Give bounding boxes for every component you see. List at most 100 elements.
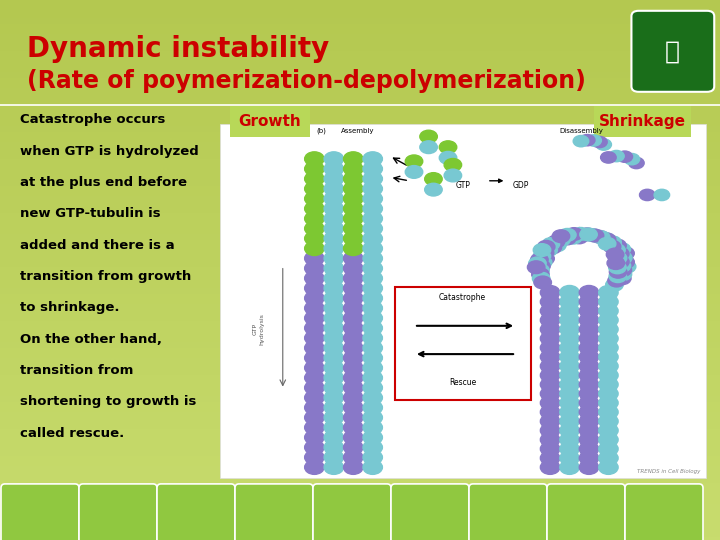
FancyBboxPatch shape [625,484,703,540]
Circle shape [343,201,363,215]
Circle shape [540,295,560,309]
Bar [0,324,720,329]
Circle shape [343,341,363,355]
Circle shape [305,361,324,375]
Circle shape [343,261,363,275]
Bar [0,508,720,513]
Circle shape [537,240,555,253]
Bar [0,454,720,459]
Text: Growth: Growth [238,114,302,129]
Circle shape [324,381,343,395]
Circle shape [343,311,363,325]
Text: Catastrophe: Catastrophe [439,293,486,302]
Circle shape [586,229,604,242]
Circle shape [324,271,343,285]
Bar [0,394,720,400]
Circle shape [528,261,545,274]
Circle shape [439,141,456,153]
Circle shape [425,183,442,196]
Text: GTP
hydrolysis: GTP hydrolysis [253,313,264,345]
Bar [0,173,720,178]
Circle shape [425,173,442,185]
Circle shape [343,251,363,266]
Circle shape [598,295,618,309]
Text: transition from growth: transition from growth [20,270,192,283]
Circle shape [560,433,579,447]
Bar [0,108,720,113]
Text: when GTP is hydrolyzed: when GTP is hydrolyzed [20,145,199,158]
Circle shape [363,370,382,385]
Circle shape [607,256,624,269]
Circle shape [560,396,579,410]
Circle shape [629,157,644,168]
Circle shape [598,460,618,474]
Circle shape [534,256,552,269]
Circle shape [598,451,618,465]
Bar [0,70,720,76]
Circle shape [578,228,596,241]
Circle shape [363,152,382,166]
Bar [0,92,720,97]
Circle shape [534,250,551,262]
Bar [0,178,720,184]
Circle shape [534,276,552,289]
Circle shape [579,451,599,465]
Text: added and there is a: added and there is a [20,239,175,252]
Circle shape [532,264,549,276]
Circle shape [540,387,560,401]
Bar [0,119,720,124]
Circle shape [560,313,579,327]
Bar [0,59,720,65]
Circle shape [598,423,618,437]
Circle shape [305,351,324,365]
Circle shape [363,351,382,365]
Circle shape [579,332,599,346]
Bar [0,535,720,540]
Circle shape [324,440,343,455]
Circle shape [363,172,382,186]
Text: to shrinkage.: to shrinkage. [20,301,120,314]
Circle shape [343,301,363,315]
Bar [0,135,720,140]
Text: transition from: transition from [20,364,133,377]
Circle shape [579,433,599,447]
Bar [0,22,720,27]
Circle shape [560,377,579,392]
Circle shape [579,286,599,300]
Bar [0,491,720,497]
Circle shape [540,442,560,456]
Circle shape [624,153,639,165]
Circle shape [598,350,618,364]
Circle shape [542,238,559,251]
Circle shape [531,268,549,281]
Circle shape [305,341,324,355]
Circle shape [363,410,382,424]
Circle shape [572,227,590,240]
Bar [0,481,720,486]
Circle shape [324,351,343,365]
Bar [0,221,720,227]
Circle shape [579,405,599,419]
Circle shape [540,244,557,256]
Bar [0,65,720,70]
Circle shape [305,221,324,235]
Circle shape [544,241,562,254]
Circle shape [614,268,631,280]
Circle shape [540,304,560,318]
Circle shape [565,228,582,240]
Bar [0,130,720,135]
Circle shape [536,247,554,259]
Text: at the plus end before: at the plus end before [20,176,187,189]
Circle shape [586,135,601,146]
Text: GTP: GTP [455,181,470,190]
Bar [0,32,720,38]
Circle shape [343,430,363,444]
Circle shape [540,433,560,447]
Circle shape [324,361,343,375]
Circle shape [363,341,382,355]
Circle shape [324,421,343,435]
Circle shape [598,405,618,419]
Bar [0,16,720,22]
Bar [0,254,720,259]
Bar [230,106,310,137]
